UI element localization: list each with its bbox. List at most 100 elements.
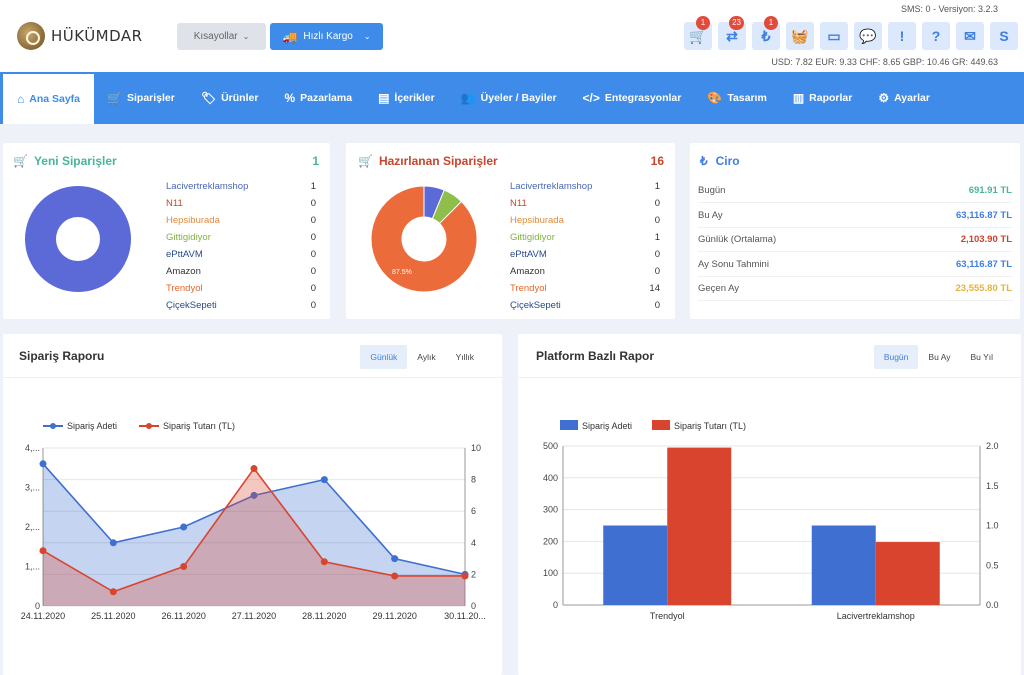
- tab-2[interactable]: Yıllık: [455, 352, 474, 362]
- legend-value: 0: [654, 300, 660, 311]
- nav-item-label: Ayarlar: [894, 92, 930, 104]
- nav-item-8[interactable]: ▥ Raporlar: [780, 72, 866, 124]
- y-right-tick: 4: [471, 538, 476, 548]
- basket-icon: 🧺: [791, 27, 809, 44]
- order-report-header: Sipariş Raporu Günlük Aylık Yıllık: [3, 334, 502, 378]
- tab-0[interactable]: Günlük: [360, 345, 408, 369]
- nav-item-5[interactable]: 👥 Üyeler / Bayiler: [448, 72, 570, 124]
- data-point: [180, 563, 188, 570]
- legend-value: 0: [310, 232, 316, 243]
- currency-rates: USD: 7.82 EUR: 9.33 CHF: 8.65 GBP: 10.46…: [771, 57, 998, 67]
- nav-item-0[interactable]: ⌂ Ana Sayfa: [3, 74, 95, 124]
- nav-item-6[interactable]: </> Entegrasyonlar: [570, 72, 695, 124]
- nav-item-9[interactable]: ⚙ Ayarlar: [865, 72, 943, 124]
- legend-value: 1: [654, 181, 660, 192]
- revenue-value: 2,103.90 TL: [960, 234, 1012, 245]
- nav-item-7[interactable]: 🎨 Tasarım: [694, 72, 779, 124]
- shortcuts-dropdown[interactable]: Kısayollar ⌄: [177, 23, 266, 50]
- x-tick: 29.11.2020: [372, 611, 416, 621]
- data-point: [320, 476, 328, 484]
- lira-icon: ₺: [700, 154, 708, 168]
- y-right-tick: 1.5: [986, 481, 999, 491]
- prep-orders-header: 🛒 Hazırlanan Siparişler: [358, 154, 498, 168]
- data-point: [391, 555, 399, 563]
- nav-item-label: İçerikler: [394, 92, 435, 104]
- chat-icon: 💬: [859, 27, 877, 44]
- cart-button[interactable]: 🛒 1: [684, 16, 712, 50]
- revenue-row: Günlük (Ortalama) 2,103.90 TL: [698, 228, 1012, 252]
- order-report-chart: Sipariş Adeti Sipariş Tutarı (TL) 0 2 4 6 8 10 0…: [21, 421, 486, 621]
- nav-item-label: Pazarlama: [300, 92, 353, 104]
- y-right-tick: 10: [471, 443, 481, 453]
- bar: [811, 525, 876, 605]
- repeat-button[interactable]: ⇄ 23: [718, 16, 746, 50]
- truck-icon: 🚚: [282, 29, 298, 44]
- legend-row: ePttAVM 0: [166, 249, 316, 260]
- sms-version-text: SMS: 0 - Versiyon: 3.2.3: [900, 4, 998, 14]
- x-tick: 28.11.2020: [302, 611, 346, 621]
- brand-logo[interactable]: HÜKÜMDAR: [17, 22, 143, 50]
- legend-name: Lacivertreklamshop: [510, 181, 593, 192]
- prep-orders-title: Hazırlanan Siparişler: [378, 154, 498, 168]
- legend-label: Sipariş Tutarı (TL): [674, 421, 746, 431]
- data-point: [39, 547, 47, 555]
- new-orders-card: 🛒 Yeni Siparişler 1 Lacivertreklamshop 1 N…: [3, 143, 330, 319]
- y-right-tick: 0.5: [986, 560, 999, 570]
- chat-button[interactable]: 💬: [854, 22, 882, 50]
- nav-item-3[interactable]: % Pazarlama: [271, 72, 365, 124]
- legend-value: 0: [654, 198, 660, 209]
- nav-item-4[interactable]: ▤ İçerikler: [365, 72, 448, 124]
- legend-name: N11: [510, 198, 527, 209]
- legend-name: Trendyol: [510, 283, 547, 294]
- legend-label: Sipariş Adeti: [582, 421, 632, 431]
- revenue-value: 63,116.87 TL: [956, 209, 1012, 221]
- legend-value: 0: [310, 266, 316, 277]
- order-report-card: Sipariş Raporu Günlük Aylık Yıllık Sipariş…: [3, 334, 502, 675]
- tab-0[interactable]: Bugün: [873, 345, 919, 369]
- x-tick: 24.11.2020: [21, 611, 65, 621]
- nav-item-2[interactable]: 🏷 Ürünler: [188, 72, 272, 124]
- legend-name: ÇiçekSepeti: [166, 300, 217, 311]
- legend-row: Trendyol 14: [510, 283, 660, 294]
- data-point: [250, 491, 258, 499]
- tab-2[interactable]: Bu Yıl: [970, 352, 993, 362]
- data-point: [180, 523, 188, 531]
- basket-button[interactable]: 🧺: [786, 22, 814, 50]
- data-point: [320, 558, 328, 566]
- header-icon-bar: 🛒 1 ⇄ 23 ₺ 1 🧺 ▭ 💬!? ✉ S: [684, 16, 1024, 50]
- y-right-tick: 6: [471, 506, 476, 516]
- quick-cargo-dropdown[interactable]: 🚚 Hızlı Kargo ⌄: [270, 23, 383, 50]
- nav-icon: ▤: [378, 91, 390, 105]
- mail-button[interactable]: ✉: [956, 22, 984, 50]
- legend-dot: [146, 423, 152, 429]
- nav-item-label: Ürünler: [221, 92, 259, 104]
- lira-icon: ₺: [761, 27, 771, 44]
- tab-1[interactable]: Aylık: [417, 352, 436, 362]
- bar: [603, 525, 668, 605]
- new-orders-count: 1: [312, 154, 319, 168]
- tab-1[interactable]: Bu Ay: [928, 352, 951, 362]
- lira-button[interactable]: ₺ 1: [752, 16, 780, 50]
- s-button[interactable]: S: [990, 22, 1018, 50]
- revenue-value: 63,116.87 TL: [956, 258, 1012, 270]
- new-orders-title: Yeni Siparişler: [33, 154, 117, 168]
- alert-button[interactable]: !: [888, 22, 916, 50]
- pie-slice: [25, 186, 131, 292]
- credit-card-button[interactable]: ▭: [820, 22, 848, 50]
- nav-icon: 🏷: [200, 91, 217, 105]
- prep-orders-pie: 87.5%: [370, 185, 478, 293]
- y-right-tick: 2.0: [986, 441, 999, 451]
- help-button[interactable]: ?: [922, 22, 950, 50]
- platform-report-chart: Sipariş Adeti Sipariş Tutarı (TL) 0 100 200 3…: [543, 420, 999, 621]
- legend-swatch: [560, 420, 578, 430]
- y-left-tick: 300: [543, 505, 558, 515]
- brand-name: HÜKÜMDAR: [51, 27, 143, 45]
- legend-value: 0: [310, 283, 316, 294]
- nav-icon: </>: [582, 91, 600, 105]
- data-point: [461, 572, 469, 580]
- nav-icon: 🎨: [707, 91, 723, 105]
- y-right-tick: 1.0: [986, 521, 999, 531]
- nav-icon: ⚙: [878, 91, 890, 105]
- area-fill: [43, 463, 465, 606]
- nav-item-1[interactable]: 🛒 Siparişler: [94, 72, 188, 124]
